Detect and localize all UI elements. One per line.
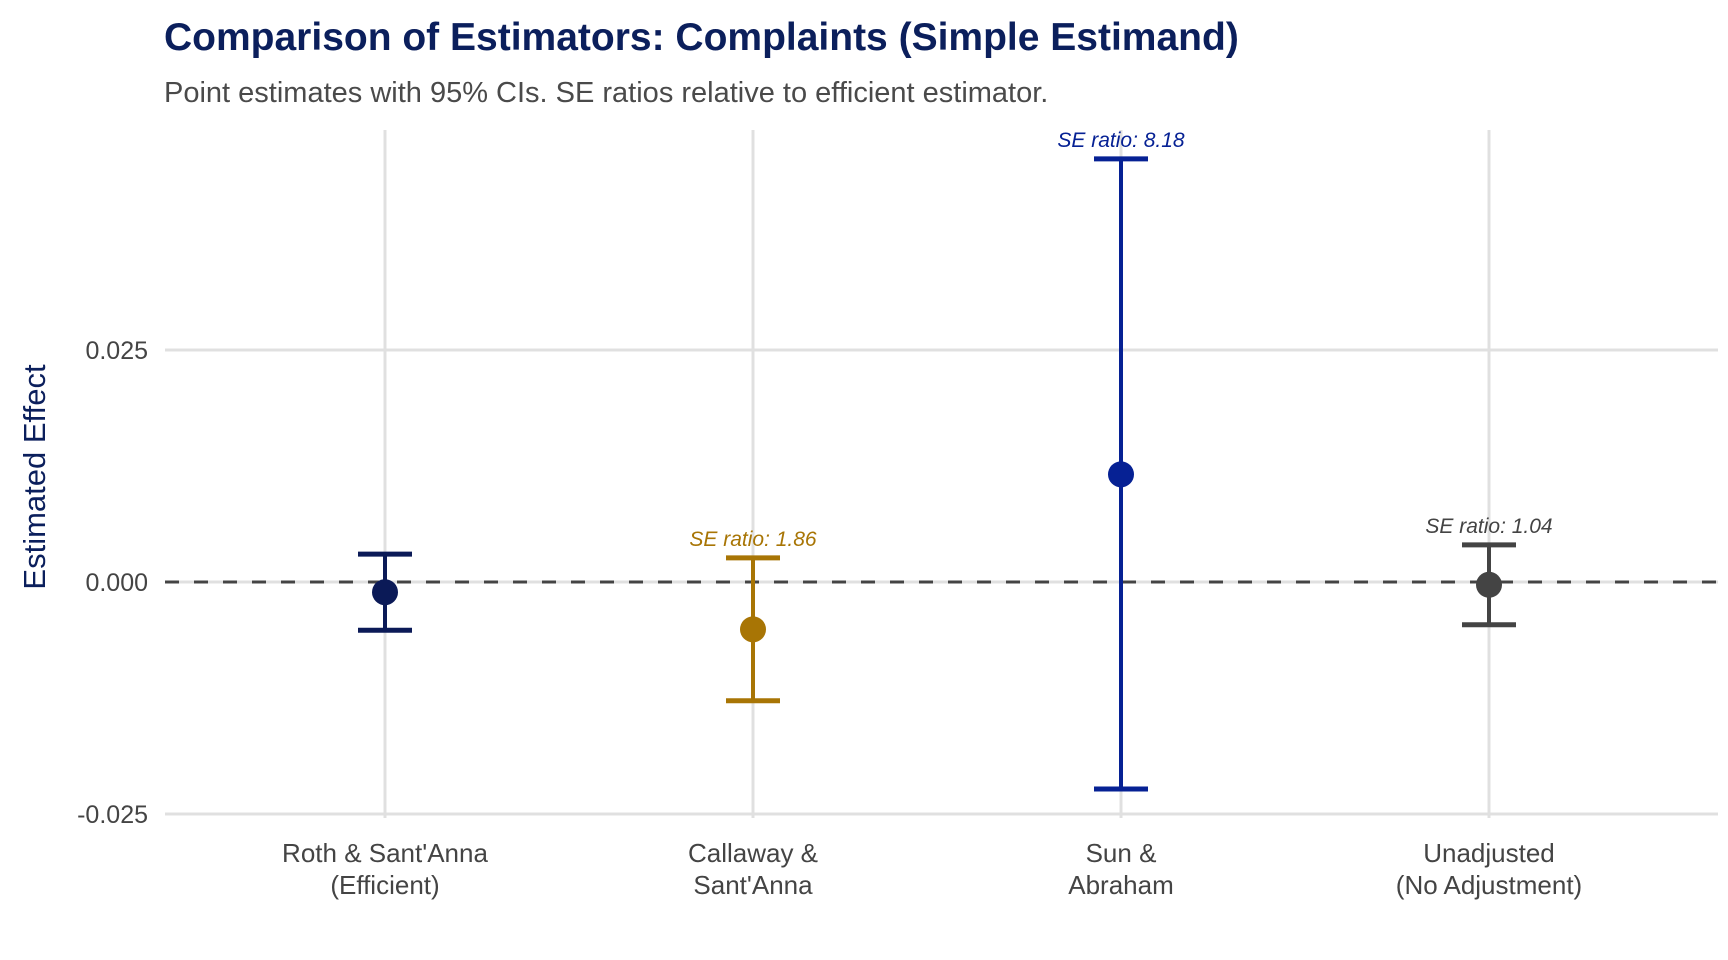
x-tick-label: Callaway & (688, 838, 818, 868)
x-tick-label: Unadjusted (1423, 838, 1555, 868)
chart-title: Comparison of Estimators: Complaints (Si… (164, 16, 1239, 59)
y-tick-label: 0.025 (85, 337, 148, 365)
estimator-errorbar (358, 551, 412, 633)
y-tick-label: -0.025 (77, 801, 148, 829)
y-axis-label: Estimated Effect (17, 364, 52, 590)
estimator-errorbar: SE ratio: 1.86 (689, 528, 817, 704)
x-tick-label: (No Adjustment) (1396, 870, 1582, 900)
se-ratio-label: SE ratio: 1.04 (1425, 515, 1552, 538)
estimator-errorbar: SE ratio: 8.18 (1057, 129, 1185, 792)
estimator-errorbar: SE ratio: 1.04 (1425, 515, 1553, 628)
x-tick-label: Sun & (1086, 838, 1157, 868)
point-estimate (372, 579, 398, 606)
x-axis-ticks: Roth & Sant'Anna(Efficient) Callaway &San… (282, 838, 1582, 900)
x-tick-label: Sant'Anna (693, 870, 813, 900)
x-tick-label: Roth & Sant'Anna (282, 838, 488, 868)
point-estimate (740, 616, 766, 643)
estimate-marks: SE ratio: 1.86 SE ratio: 8.18 SE ratio: 1.… (358, 129, 1553, 792)
y-axis-ticks: -0.025 0.000 0.025 (77, 337, 148, 829)
x-tick-label: Abraham (1068, 870, 1174, 900)
se-ratio-label: SE ratio: 1.86 (689, 528, 817, 551)
point-estimate (1108, 461, 1134, 488)
point-estimate (1476, 571, 1502, 598)
grid-lines (165, 130, 1718, 818)
x-tick-label: (Efficient) (330, 870, 439, 900)
y-tick-label: 0.000 (85, 569, 148, 597)
se-ratio-label: SE ratio: 8.18 (1057, 129, 1185, 152)
chart-subtitle: Point estimates with 95% CIs. SE ratios … (164, 77, 1048, 109)
